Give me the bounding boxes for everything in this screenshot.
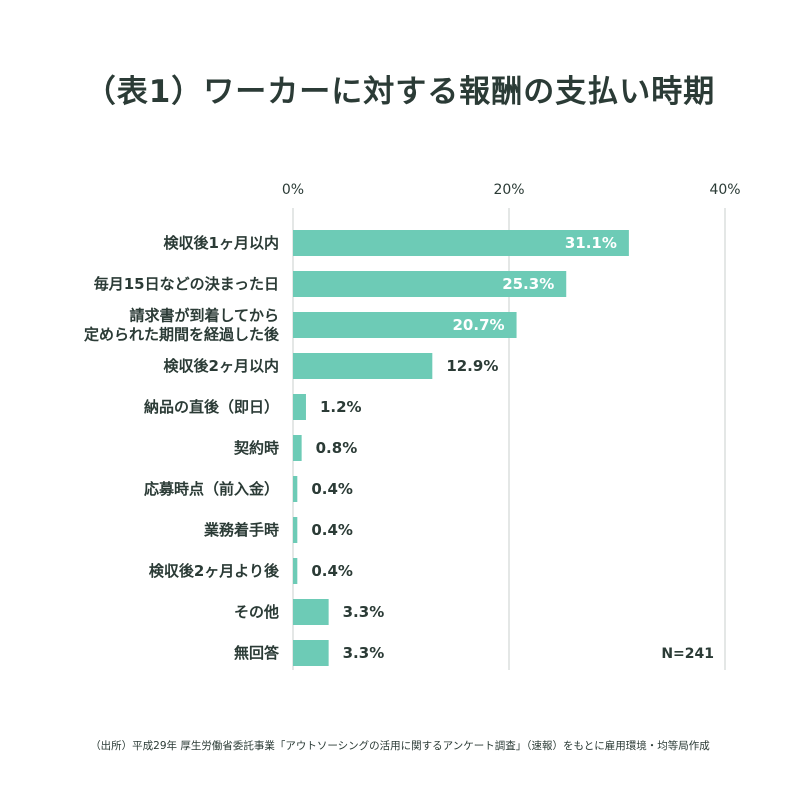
category-label: 契約時: [233, 439, 279, 457]
category-label: 無回答: [234, 644, 280, 662]
category-label: 定められた期間を経過した後: [84, 326, 280, 344]
bar: [293, 394, 306, 420]
value-label: 0.4%: [311, 562, 353, 580]
value-label: 0.4%: [311, 480, 353, 498]
bar: [293, 558, 298, 584]
category-label: 検収後2ヶ月以内: [164, 357, 279, 375]
value-label: 1.2%: [320, 398, 362, 416]
bar: [293, 599, 329, 625]
bar: [293, 353, 433, 379]
x-tick-label: 20%: [493, 182, 524, 198]
bar: [293, 271, 567, 297]
sample-size-note: N=241: [661, 646, 714, 662]
bar: [293, 312, 517, 338]
chart-title: （表1）ワーカーに対する報酬の支払い時期: [84, 74, 716, 110]
category-label: 納品の直後（即日）: [144, 398, 279, 416]
category-label: 請求書が到着してから: [129, 307, 279, 325]
bar: [293, 230, 629, 256]
category-label: 業務着手時: [203, 521, 279, 539]
value-label: 0.8%: [316, 439, 358, 457]
x-axis-ticks: 0% 20% 40%: [282, 182, 741, 198]
bar: [293, 640, 329, 666]
x-tick-label: 40%: [709, 182, 740, 198]
value-label: 3.3%: [343, 603, 385, 621]
value-labels: 31.1% 25.3% 20.7% 12.9% 1.2% 0.8% 0.4% 0.4% 0.4%…: [311, 234, 617, 662]
bar-chart: 0% 20% 40% 検収後1ヶ月以内毎月15日などの決まった日請求書が到着してから…: [84, 182, 741, 670]
value-label: 20.7%: [453, 316, 505, 334]
bar: [293, 476, 298, 502]
bar: [293, 435, 302, 461]
value-label: 12.9%: [446, 357, 498, 375]
category-label: その他: [234, 603, 279, 621]
category-label: 検収後1ヶ月以内: [164, 234, 279, 252]
category-label: 毎月15日などの決まった日: [94, 275, 279, 293]
value-label: 0.4%: [311, 521, 353, 539]
value-label: 25.3%: [502, 275, 554, 293]
value-label: 3.3%: [343, 644, 385, 662]
category-labels: 検収後1ヶ月以内毎月15日などの決まった日請求書が到着してから定められた期間を経…: [84, 234, 280, 662]
value-label: 31.1%: [565, 234, 617, 252]
bar: [293, 517, 298, 543]
x-tick-label: 0%: [282, 182, 304, 198]
bars: [293, 230, 629, 666]
category-label: 検収後2ヶ月より後: [149, 562, 280, 580]
category-label: 応募時点（前入金）: [144, 480, 279, 498]
source-note: （出所）平成29年 厚生労働省委託事業「アウトソーシングの活用に関するアンケート…: [90, 740, 710, 752]
